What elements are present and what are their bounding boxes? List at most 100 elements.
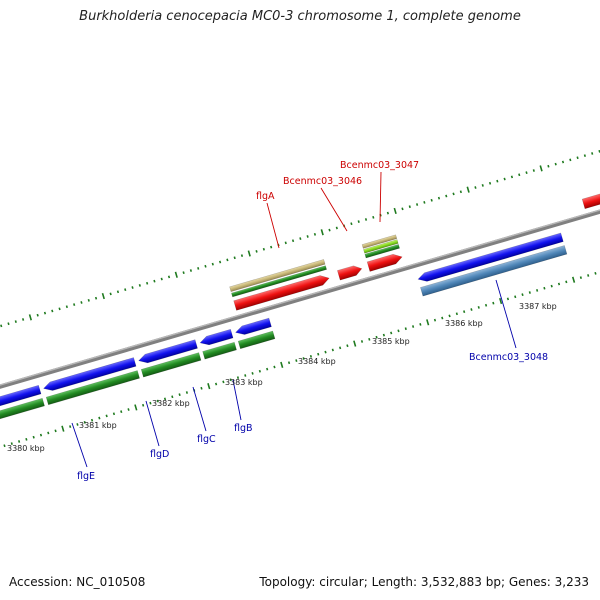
tick-mark-top-minor xyxy=(364,218,368,221)
tick-mark-bottom-minor xyxy=(236,376,240,380)
tick-mark-top-minor xyxy=(94,296,98,300)
gene-bar-Bcenmc03_3047-khaki[interactable] xyxy=(361,234,398,249)
cds-arrow-flgD[interactable] xyxy=(137,339,198,365)
tick-mark-bottom-minor xyxy=(565,280,568,284)
gene-label-Bcenmc03_3047[interactable]: Bcenmc03_3047 xyxy=(340,160,419,171)
tick-mark-top-minor xyxy=(43,311,47,315)
gene-bar-flgE[interactable] xyxy=(45,370,140,406)
tick-mark-bottom-minor xyxy=(142,403,145,407)
cds-arrow-Bcenmc03_3047[interactable] xyxy=(366,252,403,272)
cds-arrow-flgA[interactable] xyxy=(233,273,331,311)
tick-mark-top-minor xyxy=(401,207,404,211)
tick-mark-top-minor xyxy=(233,256,236,260)
gene-bar-flgF[interactable] xyxy=(0,397,45,423)
gene-label-group-reverse: flgE flgD flgC flgB Bcenmc03_3048 xyxy=(77,352,548,482)
tick-mark-bottom-minor xyxy=(477,306,480,309)
tick-mark-bottom-minor xyxy=(484,303,488,307)
leader-line-flgC xyxy=(192,386,207,432)
tick-mark-top-minor xyxy=(583,154,586,157)
tick-mark-bottom-major xyxy=(134,404,138,411)
tick-mark-bottom-minor xyxy=(32,435,35,439)
gene-bar-flgA-khaki[interactable] xyxy=(229,259,326,292)
cds-arrow-flgC[interactable] xyxy=(199,328,234,347)
tick-mark-bottom-minor xyxy=(448,314,451,318)
tick-mark-bottom-minor xyxy=(587,274,590,277)
gene-bar-flgD[interactable] xyxy=(140,352,202,378)
tick-mark-bottom-minor xyxy=(3,444,6,448)
tick-mark-bottom-minor xyxy=(317,352,320,356)
leader-line-flgB xyxy=(232,379,242,421)
tick-mark-bottom-minor xyxy=(287,361,291,365)
cds-arrow-flgB[interactable] xyxy=(234,317,272,337)
tick-mark-bottom-minor xyxy=(506,297,510,301)
tick-mark-bottom-minor xyxy=(120,410,123,414)
tick-mark-bottom-minor xyxy=(536,289,539,292)
tick-mark-top-major xyxy=(28,314,32,321)
tick-mark-top-minor xyxy=(350,222,353,226)
tick-mark-bottom-minor xyxy=(156,399,159,403)
tick-mark-bottom-minor xyxy=(550,284,553,288)
tick-mark-top-minor xyxy=(306,235,309,238)
tick-mark-top-minor xyxy=(496,179,499,183)
tick-mark-top-minor xyxy=(167,275,171,279)
gene-bar-Bcenmc03_3048[interactable] xyxy=(420,245,568,297)
gene-bar-Bcenmc03_3047-lime[interactable] xyxy=(363,239,399,254)
gene-label-flgC[interactable]: flgC xyxy=(197,434,216,445)
chromosome-backbone-highlight xyxy=(0,166,600,403)
tick-mark-bottom-minor xyxy=(528,291,531,294)
topology-value: circular xyxy=(319,575,364,589)
tick-mark-bottom-minor xyxy=(171,395,174,399)
tick-label-3383: 3383 kbp xyxy=(225,378,263,387)
tick-mark-bottom-minor xyxy=(302,357,305,360)
tick-label-3387: 3387 kbp xyxy=(519,302,557,311)
tick-mark-top-minor xyxy=(124,288,127,292)
tick-mark-top-major xyxy=(247,250,251,257)
gene-label-flgD[interactable]: flgD xyxy=(150,449,169,460)
gene-bar-flgB[interactable] xyxy=(237,330,276,350)
cds-arrow-flgE[interactable] xyxy=(42,357,137,393)
gene-label-flgA[interactable]: flgA xyxy=(256,191,275,202)
tick-mark-top-minor xyxy=(299,237,302,240)
cds-arrow-flgF[interactable] xyxy=(0,384,42,410)
tick-mark-bottom-minor xyxy=(441,316,444,320)
tick-mark-bottom-minor xyxy=(83,420,86,424)
tick-mark-bottom-minor xyxy=(331,348,334,352)
tick-mark-bottom-minor xyxy=(112,412,116,416)
tick-mark-bottom-minor xyxy=(455,312,458,316)
tick-label-3386: 3386 kbp xyxy=(445,319,483,328)
cds-arrow-Bcenmc03_3048[interactable] xyxy=(417,232,564,284)
gene-bar-flgA[interactable] xyxy=(231,265,327,298)
tick-mark-bottom-minor xyxy=(295,359,298,362)
gene-bar-Bcenmc03_3047[interactable] xyxy=(364,244,400,259)
tick-mark-top-minor xyxy=(87,298,90,302)
gene-bar-flgC[interactable] xyxy=(202,341,237,360)
gene-label-flgE[interactable]: flgE xyxy=(77,471,95,482)
tick-mark-top-minor xyxy=(14,320,17,323)
tick-mark-bottom-major xyxy=(571,276,576,283)
tick-mark-top-major xyxy=(539,165,543,172)
tick-mark-bottom-minor xyxy=(10,442,13,445)
leader-line-Bcenmc03_3047 xyxy=(379,171,382,223)
gene-label-flgB[interactable]: flgB xyxy=(234,423,253,434)
tick-mark-bottom-minor xyxy=(419,323,422,326)
tick-mark-top-minor xyxy=(73,303,76,306)
tick-mark-bottom-major xyxy=(207,383,211,390)
cds-arrow-Bcenmc03_3046[interactable] xyxy=(337,264,363,281)
tick-mark-top-minor xyxy=(189,269,193,272)
tick-mark-top-minor xyxy=(291,239,295,243)
cds-arrow-next[interactable] xyxy=(581,188,600,210)
tick-mark-bottom-minor xyxy=(266,367,269,371)
gene-label-Bcenmc03_3046[interactable]: Bcenmc03_3046 xyxy=(283,176,362,187)
gene-label-Bcenmc03_3048[interactable]: Bcenmc03_3048 xyxy=(469,352,548,363)
tick-mark-bottom-minor xyxy=(76,423,79,426)
tick-mark-bottom-minor xyxy=(39,433,43,437)
leader-line-flgD xyxy=(145,400,160,447)
tick-mark-top-major xyxy=(393,207,397,215)
tick-mark-bottom-minor xyxy=(17,440,21,443)
tick-mark-top-minor xyxy=(270,245,273,249)
leader-line-flgA xyxy=(266,202,280,249)
tick-mark-bottom-major xyxy=(426,319,430,326)
tick-mark-top-minor xyxy=(445,194,448,198)
tick-label-3381: 3381 kbp xyxy=(79,421,117,430)
